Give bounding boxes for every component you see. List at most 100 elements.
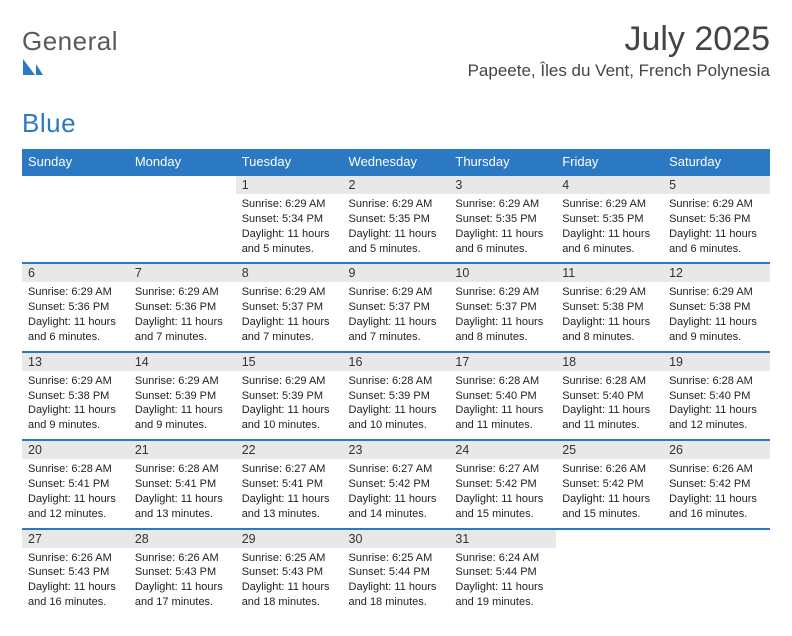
day-cell: Sunrise: 6:29 AMSunset: 5:37 PMDaylight:… bbox=[236, 282, 343, 351]
day-cell: Sunrise: 6:29 AMSunset: 5:38 PMDaylight:… bbox=[22, 371, 129, 440]
day-cell: Sunrise: 6:29 AMSunset: 5:35 PMDaylight:… bbox=[343, 194, 450, 263]
sunset-line: Sunset: 5:39 PM bbox=[349, 389, 444, 404]
sunset-line: Sunset: 5:37 PM bbox=[349, 300, 444, 315]
day-content-row: Sunrise: 6:28 AMSunset: 5:41 PMDaylight:… bbox=[22, 459, 770, 528]
day-number: 30 bbox=[343, 529, 450, 548]
sunrise-line: Sunrise: 6:29 AM bbox=[242, 285, 337, 300]
month-title: July 2025 bbox=[468, 20, 770, 59]
brand-logo: General Blue bbox=[22, 20, 118, 139]
sunrise-line: Sunrise: 6:29 AM bbox=[562, 285, 657, 300]
sunrise-line: Sunrise: 6:26 AM bbox=[135, 551, 230, 566]
day-cell: Sunrise: 6:25 AMSunset: 5:43 PMDaylight:… bbox=[236, 548, 343, 616]
day-number: 6 bbox=[22, 263, 129, 282]
day-number-row: 2728293031 bbox=[22, 529, 770, 548]
weekday-header: Wednesday bbox=[343, 149, 450, 175]
sunrise-line: Sunrise: 6:26 AM bbox=[669, 462, 764, 477]
day-number: 24 bbox=[449, 440, 556, 459]
daylight-line: Daylight: 11 hours and 10 minutes. bbox=[242, 403, 337, 433]
sunset-line: Sunset: 5:37 PM bbox=[242, 300, 337, 315]
day-number-row: 6789101112 bbox=[22, 263, 770, 282]
day-number: 28 bbox=[129, 529, 236, 548]
sunrise-line: Sunrise: 6:29 AM bbox=[242, 374, 337, 389]
brand-name-part1: General bbox=[22, 26, 118, 56]
day-number: 7 bbox=[129, 263, 236, 282]
daylight-line: Daylight: 11 hours and 8 minutes. bbox=[562, 315, 657, 345]
day-cell: Sunrise: 6:25 AMSunset: 5:44 PMDaylight:… bbox=[343, 548, 450, 616]
empty-day-cell bbox=[556, 548, 663, 616]
daylight-line: Daylight: 11 hours and 12 minutes. bbox=[669, 403, 764, 433]
title-block: July 2025 Papeete, Îles du Vent, French … bbox=[468, 20, 770, 81]
day-content-row: Sunrise: 6:29 AMSunset: 5:36 PMDaylight:… bbox=[22, 282, 770, 351]
sunset-line: Sunset: 5:37 PM bbox=[455, 300, 550, 315]
location: Papeete, Îles du Vent, French Polynesia bbox=[468, 61, 770, 81]
day-cell: Sunrise: 6:29 AMSunset: 5:39 PMDaylight:… bbox=[129, 371, 236, 440]
sunrise-line: Sunrise: 6:26 AM bbox=[28, 551, 123, 566]
sunrise-line: Sunrise: 6:28 AM bbox=[349, 374, 444, 389]
day-cell: Sunrise: 6:29 AMSunset: 5:39 PMDaylight:… bbox=[236, 371, 343, 440]
day-content-row: Sunrise: 6:29 AMSunset: 5:38 PMDaylight:… bbox=[22, 371, 770, 440]
day-cell: Sunrise: 6:29 AMSunset: 5:36 PMDaylight:… bbox=[129, 282, 236, 351]
day-number: 2 bbox=[343, 175, 450, 194]
sunrise-line: Sunrise: 6:29 AM bbox=[242, 197, 337, 212]
day-cell: Sunrise: 6:26 AMSunset: 5:42 PMDaylight:… bbox=[556, 459, 663, 528]
day-content-row: Sunrise: 6:26 AMSunset: 5:43 PMDaylight:… bbox=[22, 548, 770, 616]
day-number-row: 20212223242526 bbox=[22, 440, 770, 459]
sunset-line: Sunset: 5:38 PM bbox=[669, 300, 764, 315]
calendar-page: General Blue July 2025 Papeete, Îles du V… bbox=[0, 0, 792, 636]
weekday-row: SundayMondayTuesdayWednesdayThursdayFrid… bbox=[22, 149, 770, 175]
day-cell: Sunrise: 6:29 AMSunset: 5:37 PMDaylight:… bbox=[449, 282, 556, 351]
empty-day-cell bbox=[22, 194, 129, 263]
daylight-line: Daylight: 11 hours and 9 minutes. bbox=[28, 403, 123, 433]
sunrise-line: Sunrise: 6:29 AM bbox=[669, 285, 764, 300]
day-number: 8 bbox=[236, 263, 343, 282]
sunset-line: Sunset: 5:40 PM bbox=[455, 389, 550, 404]
day-cell: Sunrise: 6:27 AMSunset: 5:41 PMDaylight:… bbox=[236, 459, 343, 528]
day-cell: Sunrise: 6:29 AMSunset: 5:36 PMDaylight:… bbox=[22, 282, 129, 351]
sunset-line: Sunset: 5:35 PM bbox=[562, 212, 657, 227]
calendar-body: 12345Sunrise: 6:29 AMSunset: 5:34 PMDayl… bbox=[22, 175, 770, 616]
daylight-line: Daylight: 11 hours and 11 minutes. bbox=[455, 403, 550, 433]
sunrise-line: Sunrise: 6:29 AM bbox=[455, 285, 550, 300]
sunrise-line: Sunrise: 6:28 AM bbox=[669, 374, 764, 389]
sail-icon bbox=[22, 57, 118, 77]
day-cell: Sunrise: 6:29 AMSunset: 5:35 PMDaylight:… bbox=[556, 194, 663, 263]
daylight-line: Daylight: 11 hours and 6 minutes. bbox=[455, 227, 550, 257]
daylight-line: Daylight: 11 hours and 6 minutes. bbox=[28, 315, 123, 345]
day-number: 26 bbox=[663, 440, 770, 459]
sunset-line: Sunset: 5:36 PM bbox=[669, 212, 764, 227]
day-number: 17 bbox=[449, 352, 556, 371]
day-cell: Sunrise: 6:28 AMSunset: 5:40 PMDaylight:… bbox=[663, 371, 770, 440]
day-cell: Sunrise: 6:26 AMSunset: 5:42 PMDaylight:… bbox=[663, 459, 770, 528]
empty-day-cell bbox=[663, 548, 770, 616]
daylight-line: Daylight: 11 hours and 6 minutes. bbox=[562, 227, 657, 257]
daylight-line: Daylight: 11 hours and 13 minutes. bbox=[135, 492, 230, 522]
day-number: 15 bbox=[236, 352, 343, 371]
header: General Blue July 2025 Papeete, Îles du V… bbox=[22, 20, 770, 139]
day-number: 22 bbox=[236, 440, 343, 459]
sunset-line: Sunset: 5:42 PM bbox=[562, 477, 657, 492]
sunset-line: Sunset: 5:34 PM bbox=[242, 212, 337, 227]
sunset-line: Sunset: 5:35 PM bbox=[455, 212, 550, 227]
day-number: 21 bbox=[129, 440, 236, 459]
daylight-line: Daylight: 11 hours and 16 minutes. bbox=[28, 580, 123, 610]
day-number: 19 bbox=[663, 352, 770, 371]
daylight-line: Daylight: 11 hours and 7 minutes. bbox=[349, 315, 444, 345]
sunset-line: Sunset: 5:44 PM bbox=[455, 565, 550, 580]
brand-name-part2: Blue bbox=[22, 108, 76, 138]
sunset-line: Sunset: 5:40 PM bbox=[669, 389, 764, 404]
sunset-line: Sunset: 5:38 PM bbox=[562, 300, 657, 315]
day-number: 14 bbox=[129, 352, 236, 371]
day-number: 5 bbox=[663, 175, 770, 194]
sunrise-line: Sunrise: 6:26 AM bbox=[562, 462, 657, 477]
weekday-header: Monday bbox=[129, 149, 236, 175]
day-number-row: 13141516171819 bbox=[22, 352, 770, 371]
daylight-line: Daylight: 11 hours and 15 minutes. bbox=[562, 492, 657, 522]
daylight-line: Daylight: 11 hours and 18 minutes. bbox=[349, 580, 444, 610]
day-content-row: Sunrise: 6:29 AMSunset: 5:34 PM Daylight:… bbox=[22, 194, 770, 263]
day-number: 20 bbox=[22, 440, 129, 459]
day-number: 18 bbox=[556, 352, 663, 371]
sunset-line: Sunset: 5:39 PM bbox=[242, 389, 337, 404]
sunset-line: Sunset: 5:38 PM bbox=[28, 389, 123, 404]
day-cell: Sunrise: 6:28 AMSunset: 5:40 PMDaylight:… bbox=[556, 371, 663, 440]
day-cell: Sunrise: 6:28 AMSunset: 5:39 PMDaylight:… bbox=[343, 371, 450, 440]
